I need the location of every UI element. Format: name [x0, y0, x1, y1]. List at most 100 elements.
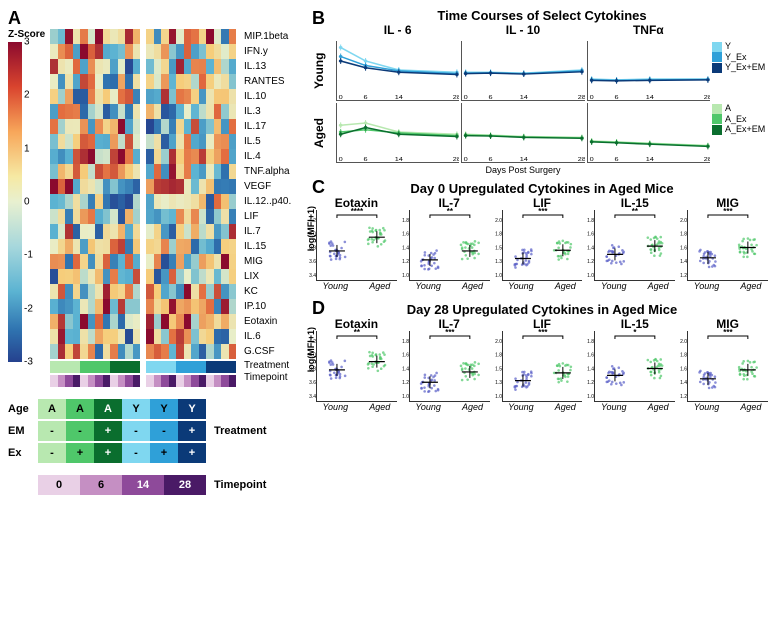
heatmap-cell: [176, 329, 184, 344]
scatter-chart: ***1.01.31.51.82.0: [502, 210, 583, 281]
heatmap-cell: [214, 344, 222, 359]
legend-tag: Treatment: [214, 425, 267, 437]
heatmap-cell: [125, 254, 133, 269]
treat-cell: [191, 361, 199, 373]
heatmap-cell: [103, 284, 111, 299]
heatmap-cell: [88, 149, 96, 164]
time-cell: [88, 375, 96, 387]
b-col-label: TNFα: [587, 23, 710, 39]
heatmap-cell: [118, 149, 126, 164]
heatmap-cell: [133, 224, 141, 239]
heatmap-cell: [88, 344, 96, 359]
heatmap-cell: [95, 179, 103, 194]
b-legend-item: A_Ex: [712, 114, 772, 125]
heatmap-cell: [214, 209, 222, 224]
heatmap-cell: [199, 74, 207, 89]
heatmap-cell: [176, 344, 184, 359]
heatmap-cell: [214, 179, 222, 194]
svg-text:4.2: 4.2: [309, 339, 316, 345]
panel-b-title: Time Courses of Select Cytokines: [312, 8, 772, 23]
heatmap-cell: [221, 284, 229, 299]
heatmap-cell: [110, 254, 118, 269]
heatmap-cell: [73, 29, 81, 44]
heatmap-cell: [88, 179, 96, 194]
heatmap-cell: [229, 239, 237, 254]
svg-text:1.8: 1.8: [680, 232, 687, 238]
svg-text:28: 28: [703, 157, 710, 162]
heatmap-cell: [95, 149, 103, 164]
heatmap-cell: [58, 254, 66, 269]
heatmap-cell: [176, 209, 184, 224]
heatmap-cell: [169, 74, 177, 89]
heatmap-cell: [214, 269, 222, 284]
time-cell: [169, 375, 177, 387]
heatmap-cell: [191, 89, 199, 104]
heatmap-cell: [199, 209, 207, 224]
heatmap-cell: [229, 254, 237, 269]
heatmap-cell: [133, 329, 141, 344]
row-label: MIG: [244, 254, 291, 269]
row-label: IL.3: [244, 104, 291, 119]
heatmap-cell: [191, 329, 199, 344]
heatmap-cell: [95, 224, 103, 239]
heatmap-cell: [176, 224, 184, 239]
heatmap-grid-aged: [50, 29, 140, 359]
svg-text:2.0: 2.0: [680, 218, 687, 224]
heatmap-cell: [73, 74, 81, 89]
heatmap-cell: [229, 164, 237, 179]
heatmap-cell: [221, 314, 229, 329]
svg-text:28: 28: [578, 157, 585, 162]
b-mini-chart: 061428: [336, 41, 459, 101]
zscore-tick: -2: [24, 303, 33, 314]
b-mini-chart: 061428: [461, 103, 584, 163]
heatmap-cell: [95, 239, 103, 254]
heatmap-cell: [154, 179, 162, 194]
svg-text:0: 0: [589, 95, 593, 100]
row-label: IL.13: [244, 59, 291, 74]
row-label: LIF: [244, 209, 291, 224]
legend-timecell: 6: [80, 475, 122, 495]
heatmap-cell: [154, 239, 162, 254]
treat-cell: [58, 361, 66, 373]
heatmap-cell: [58, 134, 66, 149]
heatmap-cell: [110, 89, 118, 104]
heatmap-cell: [161, 344, 169, 359]
heatmap-cell: [118, 89, 126, 104]
heatmap-cell: [184, 59, 192, 74]
figure: A Z-Score 3210-1-2-3: [8, 8, 772, 616]
legend-cell: A: [38, 399, 66, 419]
heatmap-cell: [146, 119, 154, 134]
legend-cell: +: [94, 421, 122, 441]
heatmap-cell: [88, 284, 96, 299]
heatmap-cell: [206, 209, 214, 224]
heatmap-cell: [184, 314, 192, 329]
heatmap-cell: [118, 254, 126, 269]
heatmap-cell: [199, 149, 207, 164]
heatmap-cell: [73, 239, 81, 254]
row-label: LIX: [244, 269, 291, 284]
heatmap-cell: [80, 119, 88, 134]
heatmap-cell: [161, 179, 169, 194]
svg-text:1.6: 1.6: [587, 353, 594, 359]
time-cell: [176, 375, 184, 387]
heatmap-cell: [184, 269, 192, 284]
heatmap-cell: [191, 269, 199, 284]
legend-cell: -: [122, 443, 150, 463]
heatmap-cell: [65, 209, 73, 224]
heatmap-cell: [65, 134, 73, 149]
time-cell: [95, 375, 103, 387]
heatmap-cell: [154, 119, 162, 134]
heatmap-cell: [125, 89, 133, 104]
heatmap-cell: [118, 134, 126, 149]
heatmap-cell: [214, 104, 222, 119]
svg-text:1.2: 1.2: [587, 259, 594, 265]
heatmap-cell: [161, 329, 169, 344]
heatmap-cell: [146, 134, 154, 149]
heatmap-cell: [184, 194, 192, 209]
heatmap-cell: [73, 269, 81, 284]
heatmap-cell: [125, 269, 133, 284]
heatmap-cell: [125, 29, 133, 44]
heatmap-cell: [110, 194, 118, 209]
heatmap-cell: [221, 224, 229, 239]
heatmap-cell: [146, 164, 154, 179]
